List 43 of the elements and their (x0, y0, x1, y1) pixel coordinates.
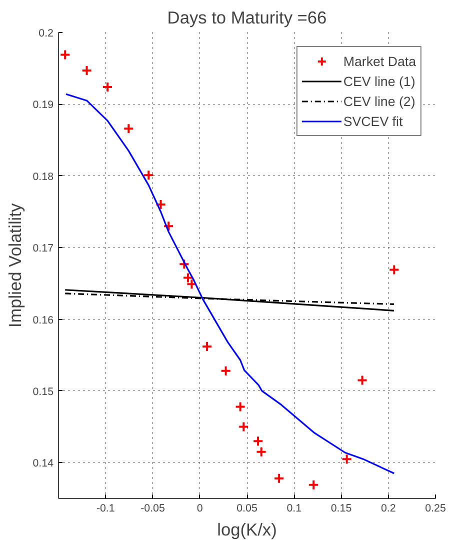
point (182, 272, 194, 284)
point (238, 421, 250, 432)
x-tick-label: 0.25 (425, 502, 446, 514)
x-tick-label: 0.2 (380, 502, 396, 514)
point (356, 374, 368, 386)
y-tick-label: 0.18 (32, 170, 54, 183)
x-tick-label: 0.1 (286, 502, 302, 514)
x-tick-label: 0.15 (330, 502, 352, 514)
y-tick-label: 0.16 (32, 314, 54, 326)
x-tick-label: 0 (196, 502, 203, 514)
point (252, 436, 264, 447)
point (308, 479, 320, 490)
point (123, 123, 134, 134)
x-tick-label: -0.1 (96, 502, 115, 514)
y-tick-label: 0.19 (32, 99, 54, 112)
point (81, 64, 92, 76)
y-tick-label: 0.14 (32, 458, 54, 470)
y-tick-label: 0.15 (32, 386, 54, 398)
y-axis-title: Implied Volatility (4, 203, 25, 328)
point (155, 199, 166, 210)
point (60, 49, 71, 60)
chart-title: Days to Maturity =66 (167, 8, 327, 28)
point (202, 341, 213, 352)
point (388, 264, 400, 276)
point (163, 220, 174, 232)
legend-label: Market Data (343, 54, 416, 68)
x-axis-title: log(K/x) (217, 520, 277, 540)
point (178, 258, 190, 270)
point (234, 401, 246, 412)
point (186, 278, 198, 290)
legend-label: SVCEV fit (343, 114, 403, 128)
y-tick-label: 0.2 (38, 28, 54, 40)
point (274, 472, 285, 484)
point (143, 170, 154, 181)
legend-label: CEV line (2) (343, 94, 416, 108)
y-tick-label: 0.17 (32, 242, 54, 255)
x-tick-label: -0.05 (140, 502, 165, 514)
x-tick-label: 0.05 (236, 502, 258, 514)
point (220, 365, 232, 376)
point (256, 446, 267, 458)
point (341, 454, 352, 465)
legend-label: CEV line (1) (343, 74, 416, 88)
point (102, 81, 114, 92)
